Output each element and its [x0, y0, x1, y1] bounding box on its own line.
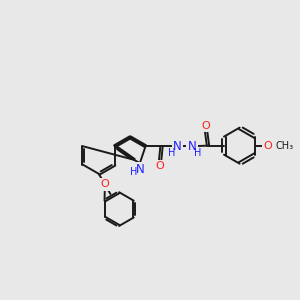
Text: O: O	[156, 161, 164, 171]
Text: N: N	[173, 140, 182, 153]
Text: H: H	[168, 148, 176, 158]
Text: O: O	[263, 141, 272, 151]
Text: CH₃: CH₃	[275, 141, 294, 151]
Text: H: H	[130, 167, 137, 177]
Text: N: N	[135, 163, 144, 176]
Text: O: O	[202, 121, 210, 130]
Text: H: H	[194, 148, 202, 158]
Text: O: O	[100, 179, 109, 189]
Text: N: N	[188, 140, 197, 153]
